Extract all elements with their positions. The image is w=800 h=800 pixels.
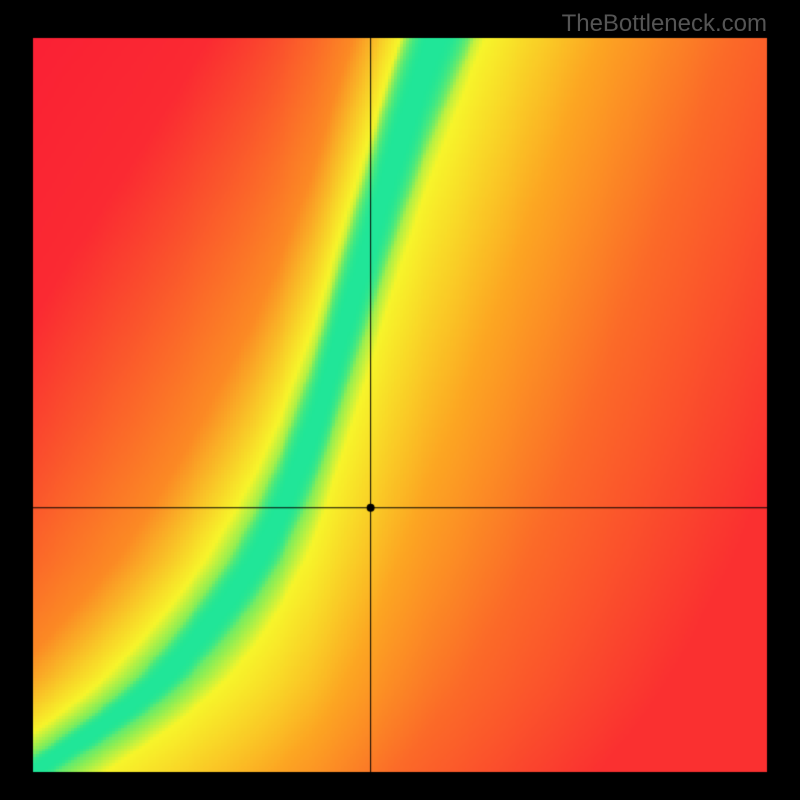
bottleneck-heatmap xyxy=(0,0,800,800)
watermark-text: TheBottleneck.com xyxy=(562,10,767,38)
